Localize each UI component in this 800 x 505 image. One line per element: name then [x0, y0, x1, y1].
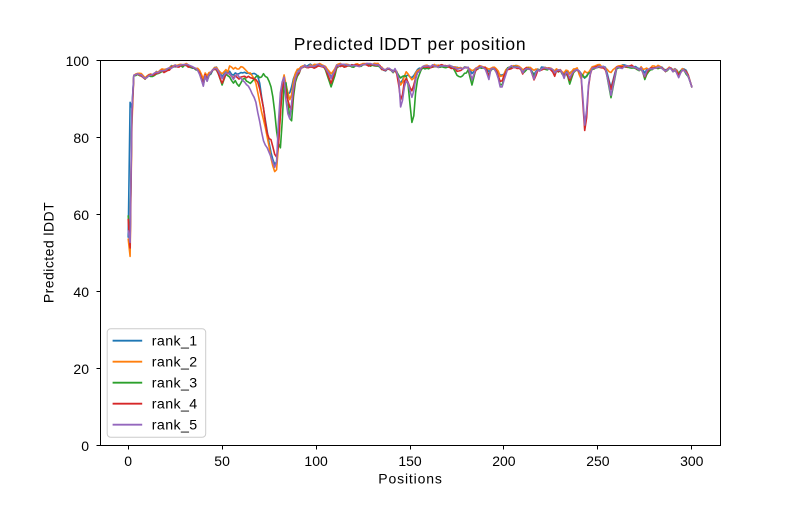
svg-text:rank_4: rank_4: [152, 397, 198, 413]
svg-text:150: 150: [398, 453, 422, 469]
svg-text:0: 0: [81, 438, 89, 454]
svg-text:50: 50: [214, 453, 230, 469]
svg-text:Positions: Positions: [378, 471, 442, 487]
svg-text:40: 40: [73, 284, 89, 300]
svg-text:rank_1: rank_1: [152, 334, 198, 350]
svg-text:100: 100: [304, 453, 328, 469]
svg-text:300: 300: [680, 453, 704, 469]
svg-text:250: 250: [586, 453, 610, 469]
svg-text:Predicted lDDT per position: Predicted lDDT per position: [294, 34, 527, 54]
svg-text:60: 60: [73, 207, 89, 223]
svg-text:100: 100: [66, 53, 90, 69]
svg-text:rank_5: rank_5: [152, 418, 198, 434]
svg-text:20: 20: [73, 361, 89, 377]
svg-text:rank_2: rank_2: [152, 355, 198, 371]
svg-text:0: 0: [124, 453, 132, 469]
svg-text:200: 200: [492, 453, 516, 469]
svg-text:80: 80: [73, 130, 89, 146]
svg-text:rank_3: rank_3: [152, 376, 198, 392]
svg-text:Predicted lDDT: Predicted lDDT: [41, 202, 57, 303]
